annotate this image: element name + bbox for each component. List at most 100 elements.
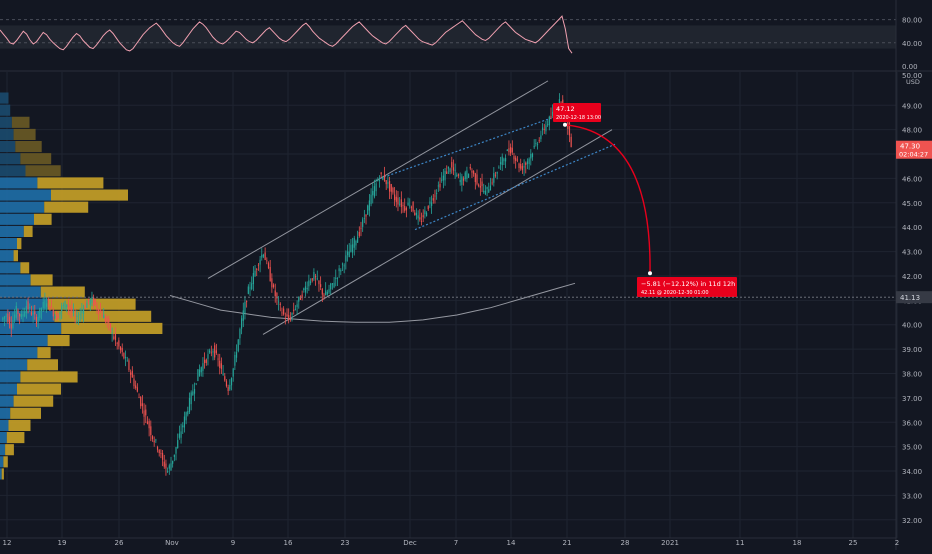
candle-body (457, 174, 460, 176)
candle-body (61, 305, 63, 312)
candle-body (22, 314, 24, 317)
candle-body (473, 171, 475, 174)
candle-body (195, 383, 197, 385)
candle-body (103, 315, 105, 319)
candle-body (10, 324, 12, 329)
volume-profile-bar-down (13, 395, 54, 407)
candle-body (486, 186, 488, 190)
candle-body (409, 205, 411, 207)
candle-body (136, 387, 138, 392)
volume-profile-bar-up (0, 347, 38, 359)
candle-body (82, 308, 85, 314)
candle-body (54, 316, 56, 318)
volume-profile-bar-down (17, 238, 22, 250)
candle-body (232, 368, 234, 377)
candle-body (264, 252, 266, 261)
top-point-value: 47.12 (556, 105, 575, 113)
candle-body (484, 190, 486, 195)
candle-body (89, 299, 91, 305)
time-tick-label: Nov (165, 539, 179, 547)
candle-body (336, 278, 339, 279)
candle-body (17, 309, 19, 314)
candle-body (143, 410, 145, 417)
candle-body (69, 305, 71, 310)
candle-body (104, 317, 106, 322)
candle-body (399, 203, 401, 205)
volume-profile-bar-down (51, 189, 128, 201)
volume-profile-bar-down (20, 262, 30, 274)
candle-body (434, 195, 436, 197)
candle-body (133, 378, 135, 387)
volume-profile-bar-down (5, 444, 14, 456)
candle-body (298, 296, 300, 302)
candle-body (350, 244, 352, 252)
candle-body (278, 301, 280, 303)
candle-body (32, 312, 34, 315)
candle-body (272, 284, 275, 287)
channel-lower-line (262, 129, 613, 335)
candle-body (153, 440, 155, 443)
candle-body (185, 412, 187, 421)
candle-body (501, 156, 503, 165)
volume-profile-bar-up (0, 444, 6, 456)
candle-body (27, 301, 29, 310)
price-tick-label: 45.00 (902, 200, 922, 208)
candle-body (320, 284, 322, 288)
candle-body (390, 184, 392, 192)
candle-body (56, 312, 58, 321)
candle-body (283, 308, 285, 315)
candle-body (547, 124, 549, 126)
candle-body (395, 196, 397, 202)
candle-body (227, 387, 229, 391)
volume-profile-bar-up (0, 456, 4, 468)
projection-target: 42.11 @ 2020-12-30 01:00 (641, 290, 709, 296)
volume-profile-bar-up (0, 395, 14, 407)
candle-body (422, 215, 424, 218)
candle-body (190, 392, 192, 405)
candle-body (168, 465, 170, 469)
time-tick-label: Dec (403, 539, 417, 547)
candle-body (67, 303, 70, 308)
candle-body (491, 182, 493, 184)
candle-body (210, 352, 212, 354)
candle-body (130, 372, 132, 375)
candle-body (321, 288, 323, 295)
candle-body (530, 153, 532, 159)
price-tick-label: 37.00 (902, 395, 922, 403)
time-tick-label: 28 (621, 539, 630, 547)
volume-profile-bar-down (8, 419, 31, 431)
volume-profile-bar-up (0, 153, 21, 165)
volume-profile-bar-down (13, 250, 18, 262)
candle-body (40, 308, 43, 311)
candle-body (20, 314, 22, 318)
candle-body (493, 173, 495, 183)
candle-body (468, 173, 470, 178)
time-tick-label: 26 (115, 539, 124, 547)
candle-body (449, 168, 451, 172)
candle-body (175, 447, 177, 454)
candle-body (5, 315, 7, 317)
candle-body (101, 313, 103, 318)
candle-body (170, 463, 172, 471)
rsi-tick-label: 80.00 (902, 17, 922, 25)
candle-body (7, 313, 9, 322)
candle-body (25, 305, 27, 314)
candle-body (471, 170, 473, 173)
candle-body (51, 306, 53, 308)
candle-body (518, 163, 520, 169)
candle-body (325, 290, 327, 296)
candle-body (431, 202, 433, 206)
price-tick-label: 43.00 (902, 249, 922, 257)
candle-body (375, 183, 377, 192)
time-tick-label: 25 (849, 539, 858, 547)
projection-start-point (563, 122, 567, 127)
candle-body (62, 304, 64, 306)
candle-body (267, 263, 270, 268)
candle-body (150, 426, 152, 436)
candle-body (552, 111, 554, 116)
candle-body (531, 153, 534, 158)
candle-body (388, 180, 391, 192)
candle-body (313, 272, 315, 280)
